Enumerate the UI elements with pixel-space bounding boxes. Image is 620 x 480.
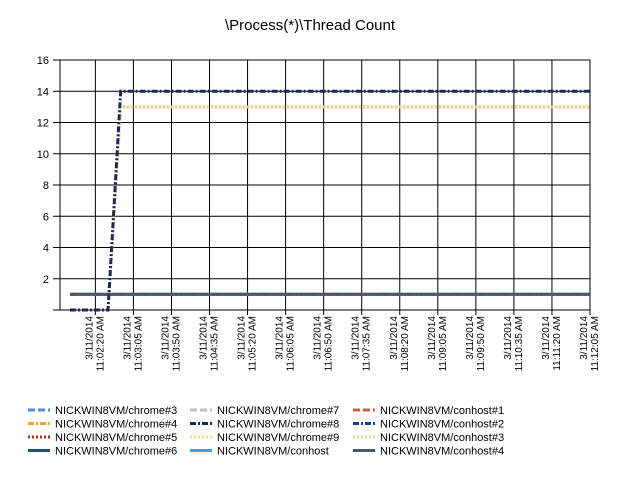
x-tick-time: 11:10:35 AM [514,316,525,371]
x-tick-label: 3/11/2014 11:10:35 AM [503,316,525,372]
x-tick-date: 3/11/2014 [427,316,438,360]
x-tick-time: 11:03:50 AM [171,316,182,371]
x-tick-time: 11:09:05 AM [438,316,449,371]
legend-label: NICKWIN8VM/chrome#3 [55,405,177,417]
x-tick-date: 3/11/2014 [160,316,171,360]
legend-item: NICKWIN8VM/chrome#3 [28,405,177,417]
chart-title: \Process(*)\Thread Count [225,17,396,34]
legend-label: NICKWIN8VM/chrome#9 [217,432,339,444]
x-tick-label: 3/11/2014 11:11:20 AM [541,316,563,371]
y-tick-label: 12 [37,118,49,130]
x-tick-time: 11:05:20 AM [248,316,259,371]
x-tick-label: 3/11/2014 11:07:35 AM [351,316,373,372]
x-tick-date: 3/11/2014 [275,316,286,360]
x-tick-label: 3/11/2014 11:04:35 AM [199,316,221,372]
x-tick-date: 3/11/2014 [503,316,514,360]
legend-item: NICKWIN8VM/chrome#9 [190,432,339,444]
legend-label: NICKWIN8VM/chrome#8 [217,419,339,431]
series-lines [70,89,590,312]
x-tick-label: 3/11/2014 11:09:50 AM [465,316,487,372]
y-tick-label: 16 [37,55,49,67]
legend-item: NICKWIN8VM/conhost#2 [353,419,504,431]
x-tick-label: 3/11/2014 11:08:20 AM [389,316,411,372]
legend-item: NICKWIN8VM/conhost [190,446,329,458]
x-tick-time: 11:07:35 AM [362,316,373,371]
x-tick-label: 3/11/2014 11:03:50 AM [160,316,182,372]
legend-item: NICKWIN8VM/conhost#4 [353,446,504,458]
x-tick-time: 11:08:20 AM [400,316,411,371]
y-tick-label: 14 [37,86,49,98]
y-axis: 2 4 6 8 10 12 14 16 [37,55,60,311]
series-line [70,105,590,312]
x-tick-label: 3/11/2014 11:06:50 AM [313,316,335,372]
x-tick-time: 11:09:50 AM [476,316,487,371]
x-tick-date: 3/11/2014 [199,316,210,360]
x-tick-label: 3/11/2014 11:12:05 AM [579,316,601,372]
grid [59,59,591,311]
legend-label: NICKWIN8VM/conhost#3 [380,432,504,444]
x-tick-label: 3/11/2014 11:03:05 AM [122,316,144,372]
legend-label: NICKWIN8VM/chrome#6 [55,446,177,458]
x-tick-date: 3/11/2014 [389,316,400,360]
x-tick-date: 3/11/2014 [351,316,362,360]
x-tick-date: 3/11/2014 [579,316,590,360]
x-tick-date: 3/11/2014 [122,316,133,360]
x-tick-date: 3/11/2014 [465,316,476,360]
series-line [70,105,590,312]
x-tick-time: 11:06:05 AM [286,316,297,371]
x-tick-label: 3/11/2014 11:09:05 AM [427,316,449,372]
y-tick-label: 4 [43,243,49,255]
x-tick-time: 11:02:20 AM [95,316,106,371]
y-tick-label: 10 [37,149,49,161]
legend-item: NICKWIN8VM/conhost#1 [353,405,504,417]
x-tick-date: 3/11/2014 [237,316,248,360]
legend-item: NICKWIN8VM/conhost#3 [353,432,504,444]
legend-item: NICKWIN8VM/chrome#5 [28,432,177,444]
x-tick-time: 11:11:20 AM [552,316,563,371]
legend-item: NICKWIN8VM/chrome#7 [190,405,339,417]
legend-item: NICKWIN8VM/chrome#8 [190,419,339,431]
legend-label: NICKWIN8VM/conhost#1 [380,405,504,417]
legend-label: NICKWIN8VM/conhost#4 [380,446,504,458]
x-tick-time: 11:12:05 AM [590,316,601,371]
y-tick-label: 2 [43,274,49,286]
x-tick-label: 3/11/2014 11:06:05 AM [275,316,297,372]
y-tick-label: 6 [43,211,49,223]
x-tick-date: 3/11/2014 [541,316,552,360]
x-tick-date: 3/11/2014 [313,316,324,360]
x-tick-label: 3/11/2014 11:02:20 AM [84,316,106,372]
series-line [70,89,590,312]
y-tick-label: 8 [43,180,49,192]
x-axis: 3/11/2014 11:02:20 AM 3/11/2014 11:03:05 AM… [84,310,601,371]
legend: NICKWIN8VM/chrome#3NICKWIN8VM/chrome#4NI… [28,405,504,458]
x-tick-time: 11:04:35 AM [210,316,221,371]
legend-label: NICKWIN8VM/conhost#2 [380,419,504,431]
legend-item: NICKWIN8VM/chrome#4 [28,419,177,431]
x-tick-time: 11:06:50 AM [324,316,335,371]
legend-label: NICKWIN8VM/chrome#7 [217,405,339,417]
x-tick-label: 3/11/2014 11:05:20 AM [237,316,259,372]
legend-label: NICKWIN8VM/conhost [217,446,329,458]
x-tick-time: 11:03:05 AM [133,316,144,371]
legend-label: NICKWIN8VM/chrome#4 [55,419,177,431]
x-tick-date: 3/11/2014 [84,316,95,360]
legend-item: NICKWIN8VM/chrome#6 [28,446,177,458]
legend-label: NICKWIN8VM/chrome#5 [55,432,177,444]
